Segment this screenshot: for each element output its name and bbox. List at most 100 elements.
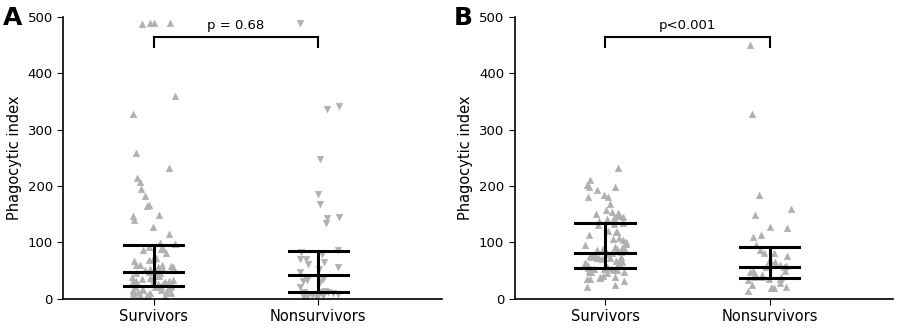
Point xyxy=(296,278,310,283)
Point xyxy=(296,289,310,295)
Point xyxy=(610,229,625,235)
Point xyxy=(161,287,176,292)
Point xyxy=(125,274,140,279)
Point xyxy=(752,247,767,252)
Y-axis label: Phagocytic index: Phagocytic index xyxy=(458,96,473,220)
Point xyxy=(313,201,328,207)
Point xyxy=(606,236,620,242)
Point xyxy=(777,264,791,269)
Point xyxy=(166,264,180,270)
Point xyxy=(149,269,164,275)
Point xyxy=(580,182,594,188)
Point xyxy=(762,276,777,281)
Point xyxy=(129,270,143,276)
Point xyxy=(142,203,157,208)
Point xyxy=(141,293,156,298)
Point xyxy=(129,150,143,155)
Point xyxy=(296,294,310,299)
Point xyxy=(129,262,143,268)
Point xyxy=(158,280,172,285)
Point xyxy=(609,267,624,272)
Point xyxy=(596,246,610,251)
Point xyxy=(299,296,313,301)
Point xyxy=(614,250,628,255)
Point xyxy=(156,267,170,272)
Point xyxy=(584,266,598,271)
Point xyxy=(163,282,177,287)
Point xyxy=(616,270,631,275)
Point xyxy=(153,284,167,289)
Point xyxy=(320,289,335,294)
Point xyxy=(163,285,177,290)
Text: B: B xyxy=(454,6,473,30)
Point xyxy=(153,284,167,289)
Point xyxy=(599,271,614,276)
Point xyxy=(135,22,149,27)
Point xyxy=(580,277,594,282)
Point xyxy=(597,273,611,278)
Point xyxy=(578,260,592,265)
Point xyxy=(742,43,757,48)
Point xyxy=(600,216,615,221)
Point xyxy=(142,290,157,296)
Point xyxy=(580,194,595,200)
Point xyxy=(142,276,157,281)
Point xyxy=(167,241,182,246)
Point xyxy=(167,93,182,99)
Point xyxy=(151,281,166,287)
Point xyxy=(778,285,793,290)
Point xyxy=(578,243,592,248)
Point xyxy=(616,214,630,220)
Point xyxy=(162,165,176,170)
Point xyxy=(152,270,166,275)
Point xyxy=(316,259,330,264)
Point xyxy=(164,284,178,289)
Point xyxy=(599,208,614,213)
Point xyxy=(159,289,174,294)
Point xyxy=(583,254,598,260)
Point xyxy=(313,290,328,295)
Point xyxy=(141,269,156,275)
Point xyxy=(611,165,625,170)
Point xyxy=(583,254,598,259)
Point xyxy=(154,247,168,252)
Point xyxy=(616,246,631,251)
Point xyxy=(153,241,167,246)
Point xyxy=(772,262,787,267)
Point xyxy=(146,280,160,285)
Point xyxy=(136,247,150,253)
Point xyxy=(591,222,606,227)
Point xyxy=(132,292,147,298)
Point xyxy=(127,259,141,264)
Point xyxy=(582,269,597,274)
Point xyxy=(142,244,157,250)
Point xyxy=(597,266,611,271)
Point xyxy=(765,286,779,291)
Point xyxy=(754,272,769,277)
Point xyxy=(161,279,176,284)
Point xyxy=(599,252,614,257)
Point xyxy=(319,220,333,226)
Point xyxy=(593,275,608,280)
Point xyxy=(773,274,788,279)
Point xyxy=(757,251,771,256)
Point xyxy=(745,234,760,240)
Point xyxy=(746,268,760,273)
Point xyxy=(316,277,330,282)
Point xyxy=(293,20,308,25)
Point xyxy=(779,253,794,259)
Point xyxy=(146,276,160,282)
Point xyxy=(141,257,156,262)
Point xyxy=(614,255,628,260)
Point xyxy=(164,282,178,287)
Point xyxy=(132,179,147,184)
Point xyxy=(748,213,762,218)
Point xyxy=(126,291,140,296)
Point xyxy=(162,231,176,236)
Point xyxy=(617,278,632,283)
Point xyxy=(128,284,142,290)
Point xyxy=(138,194,152,199)
Point xyxy=(298,257,312,262)
Point xyxy=(136,287,150,292)
Point xyxy=(143,20,157,25)
